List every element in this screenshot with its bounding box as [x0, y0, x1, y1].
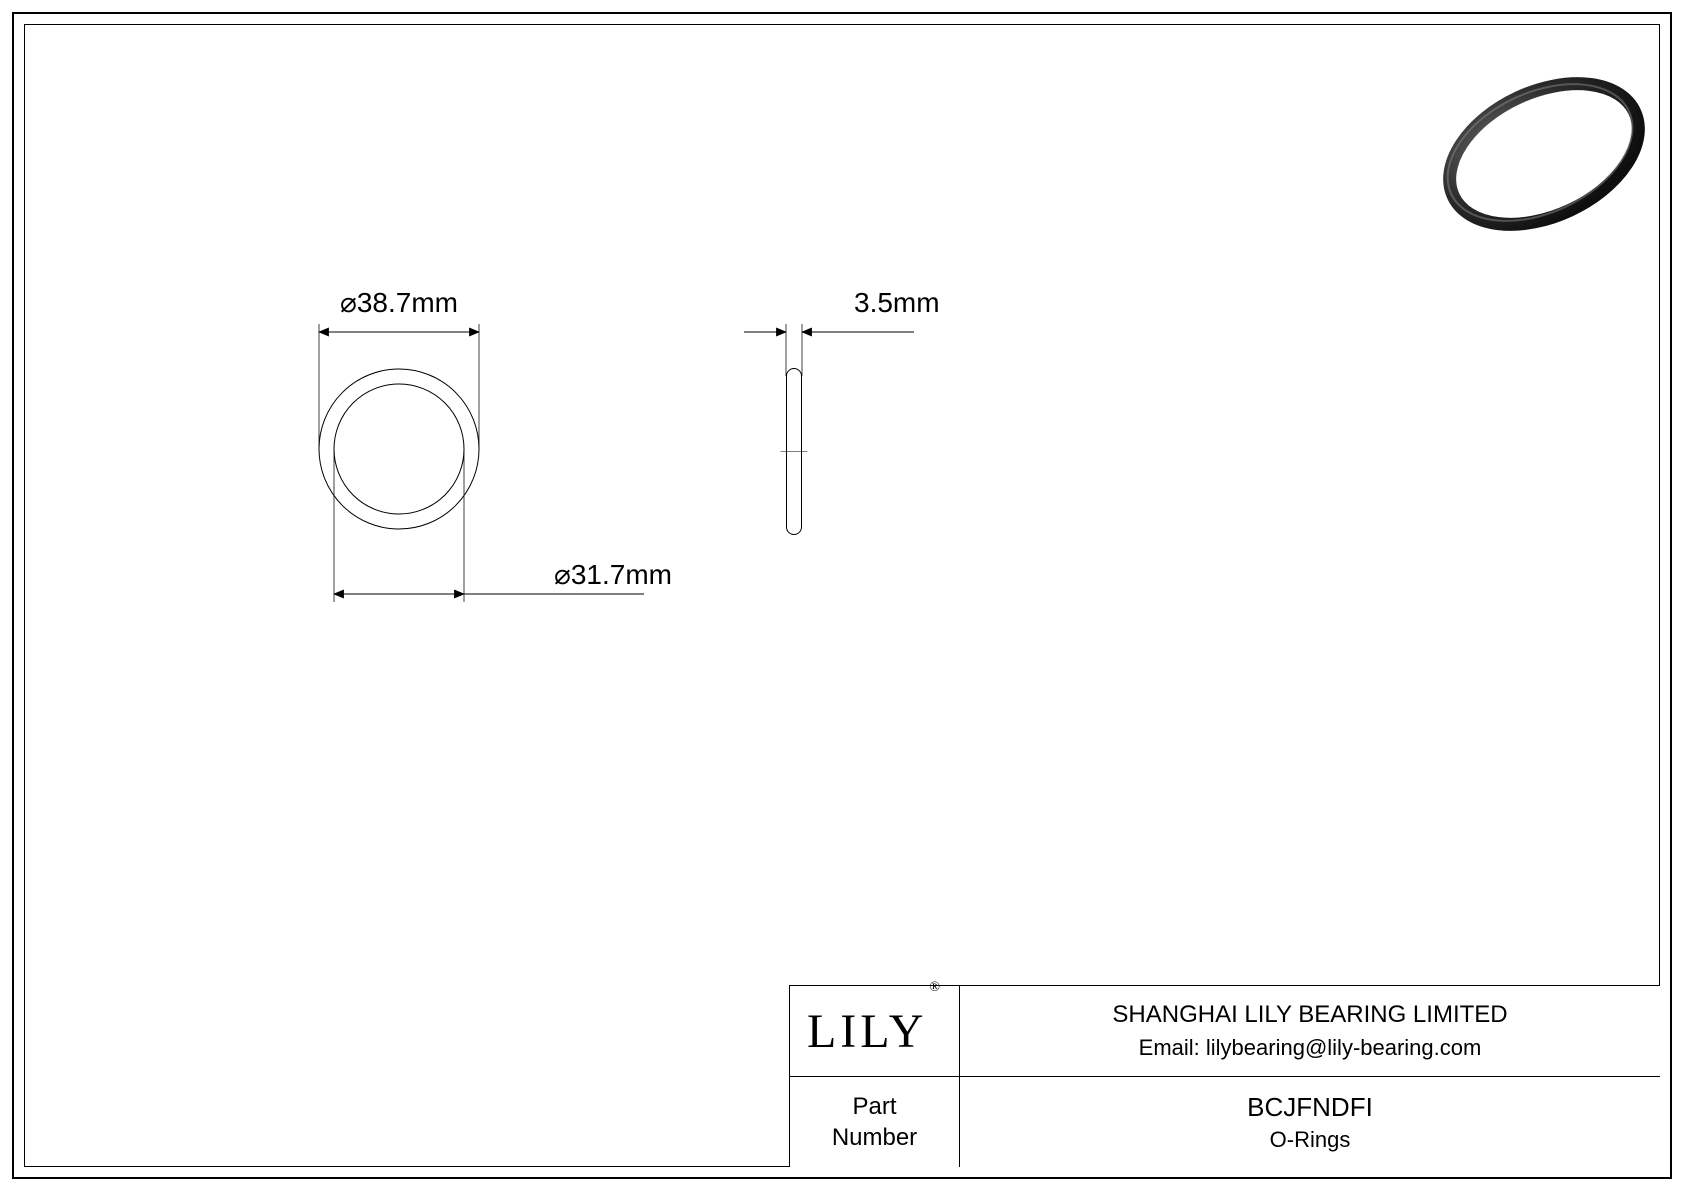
dim-outer-dia-label: ⌀38.7mm — [340, 287, 458, 318]
part-number-label-1: Part — [852, 1091, 896, 1122]
title-block-row-part: Part Number BCJFNDFI O-Rings — [790, 1077, 1660, 1167]
email-value: lilybearing@lily-bearing.com — [1206, 1035, 1481, 1060]
company-email: Email: lilybearing@lily-bearing.com — [1139, 1035, 1482, 1061]
company-name: SHANGHAI LILY BEARING LIMITED — [1112, 1001, 1507, 1029]
dim-inner-diameter: ⌀31.7mm — [334, 449, 672, 602]
perspective-ring-icon — [1426, 55, 1661, 253]
side-view — [781, 369, 808, 535]
email-label: Email: — [1139, 1035, 1206, 1060]
dim-width-label: 3.5mm — [854, 287, 940, 318]
title-block-row-company: LILY® SHANGHAI LILY BEARING LIMITED Emai… — [790, 986, 1660, 1077]
logo-cell: LILY® — [790, 986, 960, 1076]
part-number-label-2: Number — [832, 1122, 917, 1153]
part-number-label-cell: Part Number — [790, 1077, 960, 1167]
part-number-cell: BCJFNDFI O-Rings — [960, 1077, 1660, 1167]
dim-inner-dia-label: ⌀31.7mm — [554, 559, 672, 590]
title-block: LILY® SHANGHAI LILY BEARING LIMITED Emai… — [789, 985, 1660, 1167]
logo-word: LILY — [807, 1005, 927, 1058]
logo-text: LILY® — [807, 1004, 942, 1059]
front-view — [319, 369, 479, 529]
company-cell: SHANGHAI LILY BEARING LIMITED Email: lil… — [960, 986, 1660, 1076]
registered-mark: ® — [929, 980, 944, 995]
dim-width: 3.5mm — [744, 287, 940, 376]
product-description: O-Rings — [1270, 1127, 1351, 1153]
dim-outer-diameter: ⌀38.7mm — [319, 287, 479, 449]
part-number-value: BCJFNDFI — [1247, 1092, 1373, 1123]
